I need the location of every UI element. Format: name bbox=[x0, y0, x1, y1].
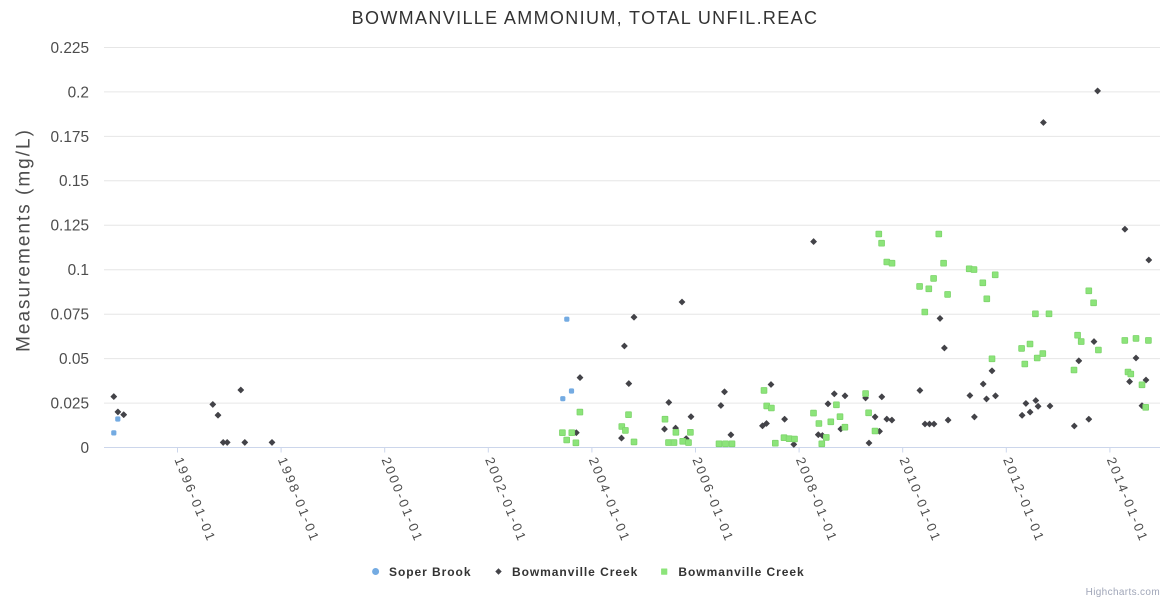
svg-text:0.15: 0.15 bbox=[59, 173, 89, 190]
svg-text:Bowmanville Creek: Bowmanville Creek bbox=[678, 565, 804, 579]
svg-text:0: 0 bbox=[80, 440, 89, 457]
svg-text:0.225: 0.225 bbox=[50, 40, 89, 57]
svg-text:0.125: 0.125 bbox=[50, 218, 89, 235]
svg-text:BOWMANVILLE AMMONIUM, TOTAL UN: BOWMANVILLE AMMONIUM, TOTAL UNFIL.REAC bbox=[352, 8, 819, 28]
svg-text:Measurements (mg/L): Measurements (mg/L) bbox=[13, 128, 34, 352]
svg-text:0.075: 0.075 bbox=[50, 307, 89, 324]
svg-text:0.025: 0.025 bbox=[50, 396, 89, 413]
svg-text:0.175: 0.175 bbox=[50, 129, 89, 146]
svg-text:Highcharts.com: Highcharts.com bbox=[1086, 587, 1160, 598]
svg-text:Bowmanville Creek: Bowmanville Creek bbox=[512, 565, 638, 579]
svg-text:0.05: 0.05 bbox=[59, 351, 89, 368]
svg-text:Soper Brook: Soper Brook bbox=[389, 565, 471, 579]
svg-text:0.1: 0.1 bbox=[68, 262, 89, 279]
svg-text:0.2: 0.2 bbox=[68, 84, 89, 101]
